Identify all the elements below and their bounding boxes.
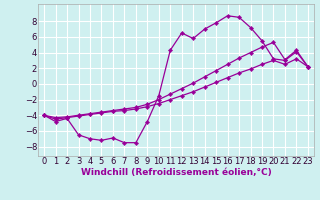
X-axis label: Windchill (Refroidissement éolien,°C): Windchill (Refroidissement éolien,°C) <box>81 168 271 177</box>
